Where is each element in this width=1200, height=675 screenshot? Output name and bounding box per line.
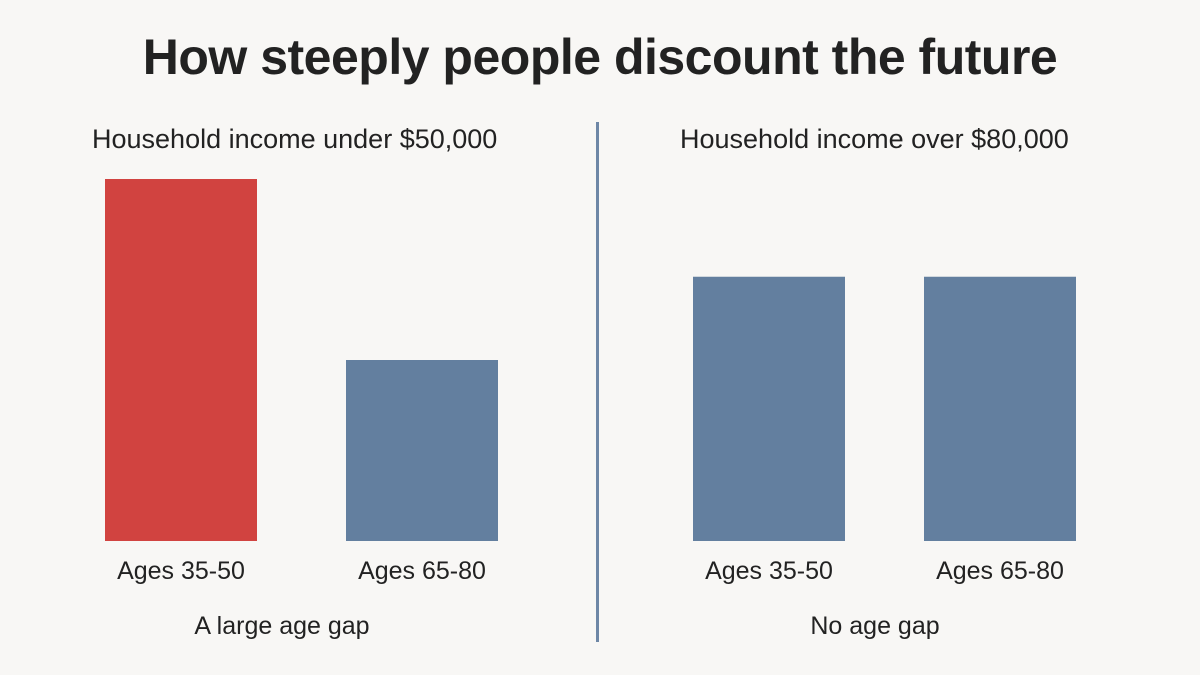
- caption-high-income: No age gap: [810, 612, 940, 640]
- panel-high-income: Household income over $80,000: [598, 0, 1200, 675]
- caption-low-income: A large age gap: [194, 612, 370, 640]
- category-label-high-income-ages-35-50: Ages 35-50: [705, 557, 833, 585]
- category-label-low-income-ages-65-80: Ages 65-80: [358, 557, 486, 585]
- bar-high-income-ages-65-80: [924, 276, 1076, 541]
- chart-title: How steeply people discount the future: [142, 29, 1058, 85]
- bar-high-income-ages-35-50: [693, 276, 845, 541]
- category-label-low-income-ages-35-50: Ages 35-50: [117, 557, 245, 585]
- panel-low-income: Household income under $50,000: [0, 0, 598, 675]
- bar-low-income-ages-35-50: [105, 179, 257, 541]
- panel-divider: [596, 122, 599, 642]
- category-label-high-income-ages-65-80: Ages 65-80: [936, 557, 1064, 585]
- panel-title-high-income: Household income over $80,000: [680, 124, 1069, 154]
- bar-low-income-ages-65-80: [346, 360, 498, 541]
- panel-title-low-income: Household income under $50,000: [92, 124, 498, 154]
